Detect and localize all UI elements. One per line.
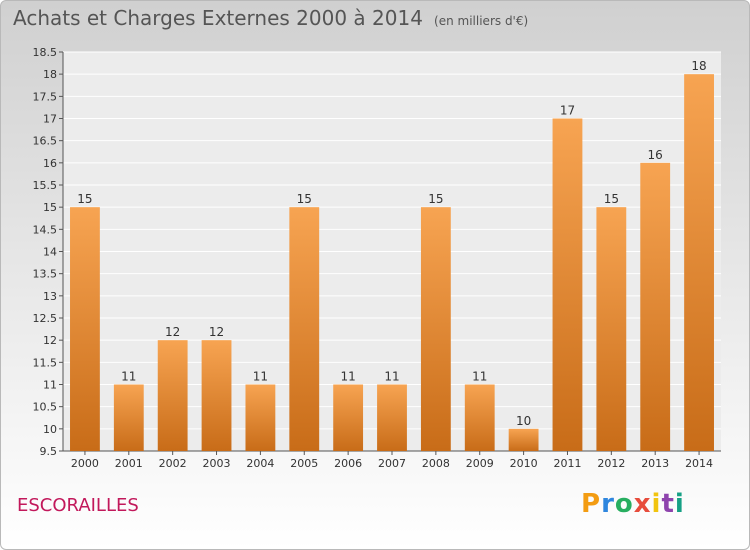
bar xyxy=(70,207,100,451)
bar xyxy=(377,384,407,451)
x-tick-label: 2007 xyxy=(378,457,406,470)
y-tick-label: 16 xyxy=(43,157,57,170)
bar-value-label: 11 xyxy=(121,370,136,384)
bar-value-label: 15 xyxy=(77,192,92,206)
bar xyxy=(596,207,627,451)
y-tick-label: 10 xyxy=(43,423,57,436)
bar xyxy=(640,162,671,452)
y-tick-label: 13.5 xyxy=(33,268,58,281)
bar-value-label: 18 xyxy=(691,59,706,73)
bar xyxy=(420,207,451,451)
y-tick-label: 10.5 xyxy=(33,401,58,414)
logo-letter: o xyxy=(614,489,634,519)
y-tick-label: 18 xyxy=(43,68,57,81)
bar xyxy=(201,340,232,451)
bar-value-label: 15 xyxy=(428,192,443,206)
bar xyxy=(289,207,320,451)
bar xyxy=(464,384,495,451)
y-tick-label: 12.5 xyxy=(33,312,58,325)
bar-value-label: 15 xyxy=(604,192,619,206)
y-tick-label: 17.5 xyxy=(33,90,58,103)
y-tick-label: 18.5 xyxy=(33,46,58,59)
bar xyxy=(552,118,583,451)
logo-letter: i xyxy=(674,489,685,519)
bar-value-label: 11 xyxy=(472,370,487,384)
x-tick-label: 2000 xyxy=(71,457,99,470)
y-tick-label: 9.5 xyxy=(40,445,58,458)
logo-letter: r xyxy=(601,489,615,519)
x-tick-label: 2012 xyxy=(597,457,625,470)
y-tick-label: 11 xyxy=(43,379,57,392)
y-tick-label: 13 xyxy=(43,290,57,303)
x-tick-label: 2010 xyxy=(510,457,538,470)
logo-letter: P xyxy=(581,489,602,519)
logo-letter: x xyxy=(633,489,652,519)
x-tick-label: 2008 xyxy=(422,457,450,470)
x-tick-label: 2006 xyxy=(334,457,362,470)
bar-value-label: 12 xyxy=(209,325,224,339)
bar xyxy=(113,384,144,451)
x-tick-label: 2004 xyxy=(246,457,274,470)
y-tick-label: 14 xyxy=(43,246,57,259)
bar-value-label: 12 xyxy=(165,325,180,339)
bar xyxy=(684,74,714,452)
bar xyxy=(245,384,276,451)
bar xyxy=(157,340,188,451)
chart-unit: (en milliers d'€) xyxy=(434,14,529,28)
x-tick-label: 2011 xyxy=(553,457,581,470)
bar-value-label: 11 xyxy=(340,370,355,384)
y-tick-label: 17 xyxy=(43,113,57,126)
y-tick-label: 11.5 xyxy=(33,356,58,369)
bar-value-label: 16 xyxy=(648,148,663,162)
y-tick-label: 12 xyxy=(43,334,57,347)
y-tick-label: 15.5 xyxy=(33,179,58,192)
logo-letter: t xyxy=(661,489,675,519)
bar-value-label: 10 xyxy=(516,414,531,428)
x-tick-label: 2013 xyxy=(641,457,669,470)
proxiti-logo[interactable]: Proxiti xyxy=(581,489,685,519)
bar xyxy=(508,428,539,451)
x-tick-label: 2005 xyxy=(290,457,318,470)
chart-title-block: Achats et Charges Externes 2000 à 2014 (… xyxy=(13,6,528,30)
bar-value-label: 11 xyxy=(253,370,268,384)
bar-value-label: 15 xyxy=(297,192,312,206)
x-tick-label: 2001 xyxy=(115,457,143,470)
chart-title: Achats et Charges Externes 2000 à 2014 xyxy=(13,6,423,30)
y-tick-label: 14.5 xyxy=(33,223,58,236)
bar xyxy=(333,384,364,451)
x-tick-label: 2003 xyxy=(203,457,231,470)
x-tick-label: 2002 xyxy=(159,457,187,470)
x-tick-label: 2009 xyxy=(466,457,494,470)
y-tick-label: 16.5 xyxy=(33,135,58,148)
logo-letter: i xyxy=(651,489,662,519)
bar-value-label: 11 xyxy=(384,370,399,384)
city-name: ESCORAILLES xyxy=(17,495,139,516)
y-tick-label: 15 xyxy=(43,201,57,214)
x-tick-label: 2014 xyxy=(685,457,713,470)
bar-value-label: 17 xyxy=(560,104,575,118)
